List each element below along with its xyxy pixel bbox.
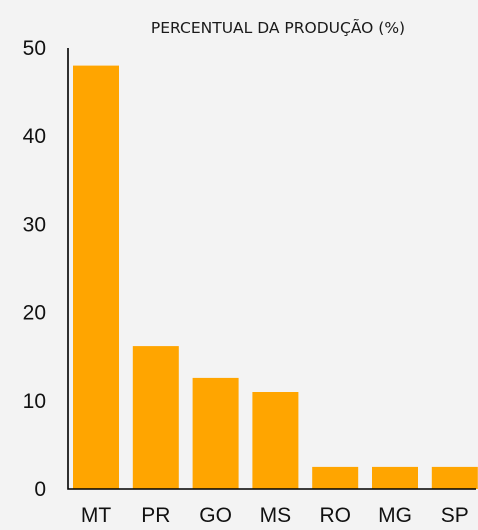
x-tick-label-ro: RO — [319, 504, 351, 527]
bars-group — [73, 65, 478, 489]
bar-ro — [312, 466, 359, 489]
bar-sp — [431, 466, 478, 489]
y-tick-label-10: 10 — [23, 390, 46, 413]
bar-ms — [252, 392, 299, 489]
y-tick-label-20: 20 — [23, 302, 46, 325]
y-tick-label-0: 0 — [34, 478, 46, 501]
chart-title: PERCENTUAL DA PRODUÇÃO (%) — [151, 18, 405, 37]
bar-mt — [73, 65, 119, 489]
bar-go — [192, 377, 239, 489]
y-tick-label-30: 30 — [23, 213, 46, 236]
axes-frame — [67, 48, 476, 490]
bar-mg — [372, 466, 418, 489]
y-axis-ticks: 0 10 20 30 40 50 — [23, 37, 46, 501]
x-axis-ticks: MT PR GO MS RO MG SP — [81, 504, 469, 527]
y-tick-label-40: 40 — [23, 125, 46, 148]
x-tick-label-pr: PR — [141, 504, 170, 527]
x-tick-label-sp: SP — [441, 504, 469, 527]
x-tick-label-mt: MT — [81, 504, 111, 527]
y-tick-label-50: 50 — [23, 37, 46, 60]
x-tick-label-mg: MG — [378, 504, 412, 527]
bar-pr — [132, 346, 179, 489]
x-tick-label-go: GO — [199, 504, 232, 527]
x-tick-label-ms: MS — [260, 504, 292, 527]
